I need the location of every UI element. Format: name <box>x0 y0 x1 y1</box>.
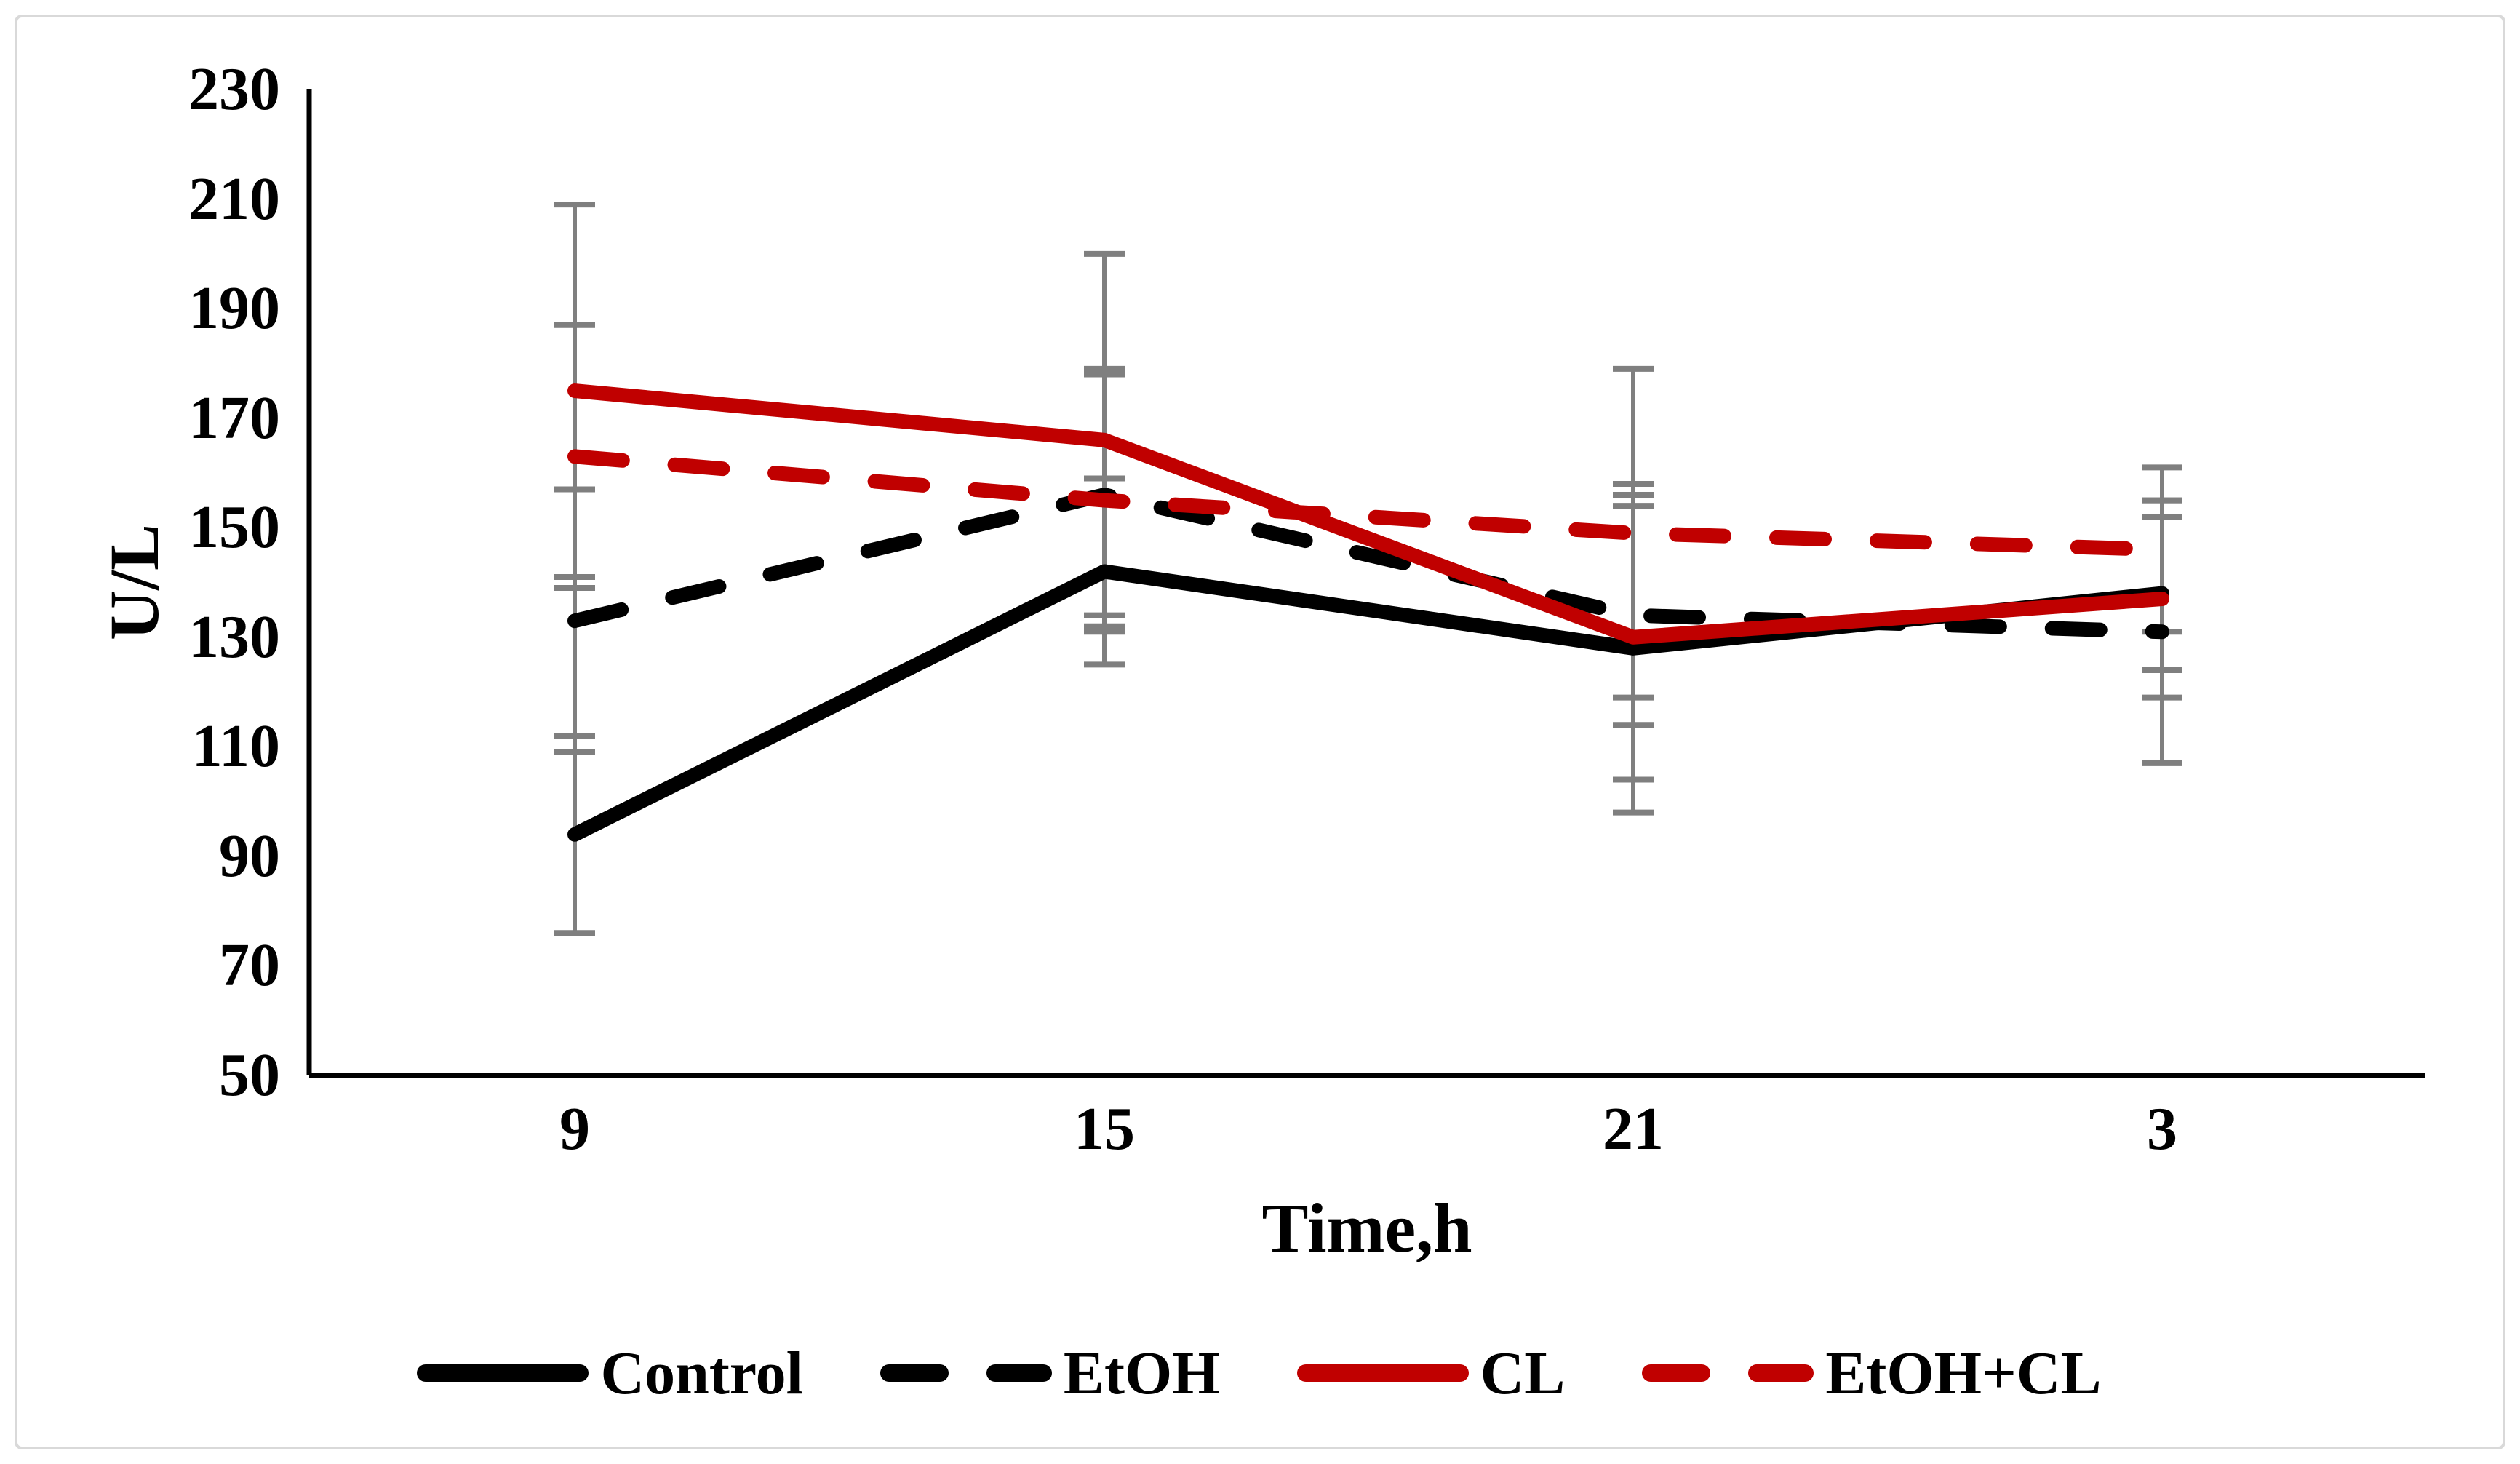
legend-item-cl: CL <box>1296 1338 1566 1409</box>
legend-item-control: Control <box>415 1338 803 1409</box>
y-axis-tick-label: 170 <box>188 383 280 452</box>
legend-swatch-solid-control <box>417 1364 589 1382</box>
x-axis-tick-label: 15 <box>1074 1095 1135 1163</box>
y-axis-tick-label: 70 <box>219 931 280 1000</box>
legend-swatch-dashed-etoh-pluscl <box>1642 1364 1814 1382</box>
y-axis-title: U/L <box>95 523 173 641</box>
legend-label: EtOH+CL <box>1825 1339 2102 1407</box>
legend-swatch-dashed-etoh <box>880 1364 1052 1382</box>
y-axis-tick-label: 230 <box>188 55 280 123</box>
y-axis-tick-label: 150 <box>188 493 280 562</box>
series-line-cl <box>567 383 2169 645</box>
x-axis-tick-label: 3 <box>2147 1095 2177 1163</box>
legend-label: EtOH <box>1063 1339 1220 1407</box>
legend-item-etoh: EtOH <box>879 1338 1220 1409</box>
x-axis-title: Time,h <box>1261 1189 1472 1267</box>
y-axis-tick-label: 130 <box>188 602 280 671</box>
axes <box>306 89 2425 1078</box>
y-axis-tick-label: 90 <box>219 821 280 890</box>
legend-swatch-solid-cl <box>1296 1364 1469 1382</box>
y-axis-tick-label: 110 <box>191 712 280 781</box>
y-axis-tick-label: 190 <box>188 274 280 343</box>
legend-item-etoh-pluscl: EtOH+CL <box>1640 1338 2102 1409</box>
legend-label: CL <box>1480 1339 1566 1407</box>
series-line-etoh-pluscl <box>567 449 2169 557</box>
legend-label: Control <box>600 1339 803 1407</box>
x-axis-tick-label: 9 <box>559 1095 590 1163</box>
x-axis-tick-label: 21 <box>1603 1095 1664 1163</box>
y-axis-tick-label: 50 <box>219 1041 280 1109</box>
y-axis-tick-label: 210 <box>188 164 280 233</box>
legend: Control EtOH CL EtOH+CL <box>393 1318 2124 1428</box>
